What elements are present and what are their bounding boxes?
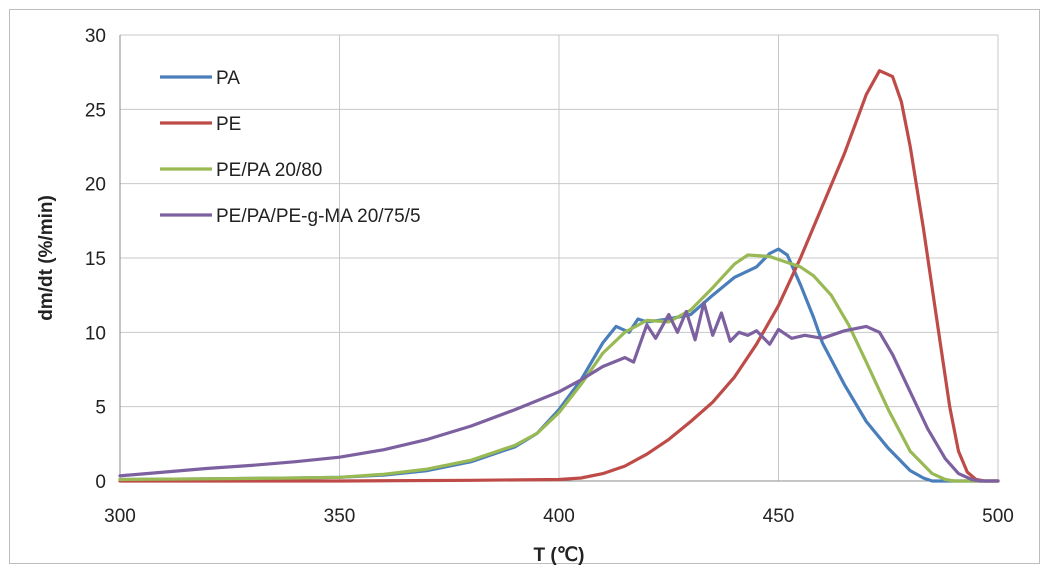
series-line-2	[118, 253, 1000, 483]
series-line-3	[118, 301, 1000, 483]
y-tick-label: 10	[85, 323, 106, 344]
series-line-1	[118, 69, 1000, 483]
y-tick-label: 25	[85, 100, 106, 121]
legend-label-3: PE/PA/PE-g-MA 20/75/5	[216, 206, 421, 227]
legend-label-2: PE/PA 20/80	[216, 160, 322, 181]
y-tick-label: 0	[95, 472, 106, 493]
x-axis-title: T (℃)	[534, 545, 585, 566]
legend-label-0: PA	[216, 68, 240, 89]
y-tick-label: 30	[85, 26, 106, 47]
legend: PA PE PE/PA 20/80 PE/PA/PE-g-MA 20/75/5	[160, 68, 421, 227]
x-tick-label: 500	[982, 506, 1014, 527]
x-tick-label: 300	[104, 506, 136, 527]
x-tick-label: 450	[763, 506, 795, 527]
y-axis-title: dm/dt (%/min)	[36, 195, 57, 321]
x-tick-label: 350	[324, 506, 356, 527]
y-tick-label: 20	[85, 175, 106, 196]
legend-label-1: PE	[216, 114, 241, 135]
y-tick-label: 5	[95, 398, 106, 419]
y-tick-label: 15	[85, 249, 106, 270]
series-lines	[118, 69, 1000, 483]
x-tick-label: 400	[543, 506, 575, 527]
tick-labels: 0 5 10 15 20 25 30 300 350 400 450 500	[85, 26, 1014, 527]
